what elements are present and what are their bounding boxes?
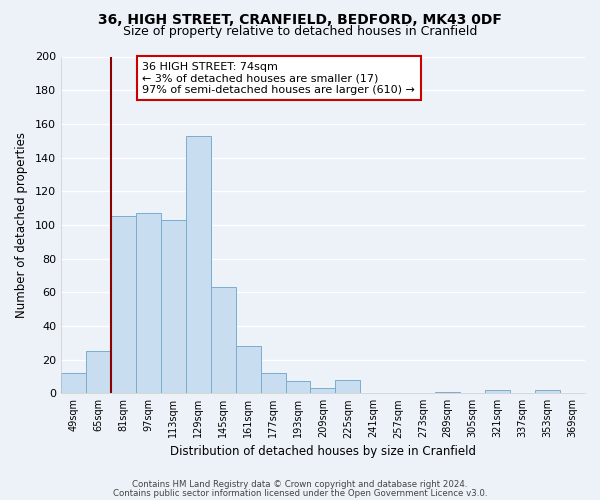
Text: Size of property relative to detached houses in Cranfield: Size of property relative to detached ho… (123, 25, 477, 38)
Bar (86, 351, 111, 393)
Bar (260, 373, 286, 393)
Bar (111, 216, 136, 393)
X-axis label: Distribution of detached houses by size in Cranfield: Distribution of detached houses by size … (170, 444, 476, 458)
Bar (236, 346, 260, 393)
Bar (535, 390, 560, 393)
Bar (286, 382, 310, 393)
Bar (211, 287, 236, 393)
Bar (61, 373, 86, 393)
Text: Contains HM Land Registry data © Crown copyright and database right 2024.: Contains HM Land Registry data © Crown c… (132, 480, 468, 489)
Bar (485, 390, 510, 393)
Y-axis label: Number of detached properties: Number of detached properties (15, 132, 28, 318)
Bar (161, 220, 186, 393)
Bar (335, 380, 361, 393)
Text: 36, HIGH STREET, CRANFIELD, BEDFORD, MK43 0DF: 36, HIGH STREET, CRANFIELD, BEDFORD, MK4… (98, 12, 502, 26)
Bar (186, 136, 211, 393)
Bar (136, 213, 161, 393)
Bar (435, 392, 460, 393)
Bar (310, 388, 335, 393)
Text: 36 HIGH STREET: 74sqm
← 3% of detached houses are smaller (17)
97% of semi-detac: 36 HIGH STREET: 74sqm ← 3% of detached h… (142, 62, 415, 95)
Text: Contains public sector information licensed under the Open Government Licence v3: Contains public sector information licen… (113, 488, 487, 498)
